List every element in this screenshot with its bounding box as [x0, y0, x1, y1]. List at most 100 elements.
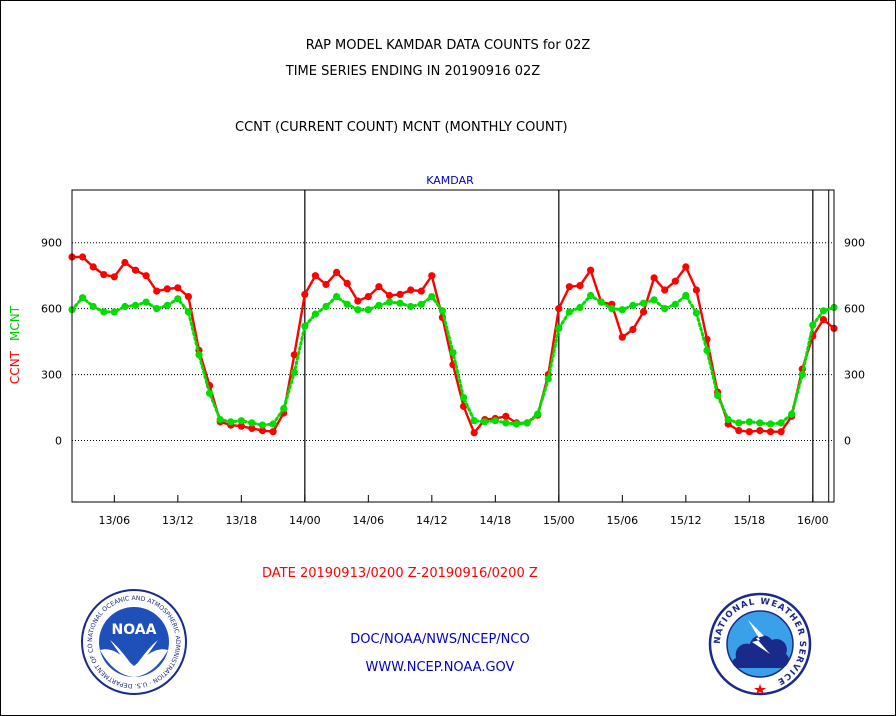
xtick-label-15/00: 15/00: [543, 514, 575, 527]
point-mcnt: [724, 416, 732, 424]
point-ccnt: [470, 429, 478, 437]
point-ccnt: [311, 272, 319, 280]
point-mcnt: [89, 302, 97, 311]
point-mcnt: [502, 419, 510, 427]
xtick-label-13/18: 13/18: [225, 514, 257, 527]
point-mcnt: [396, 299, 404, 307]
xtick-label-15/12: 15/12: [670, 514, 702, 527]
point-mcnt: [184, 308, 192, 316]
point-mcnt: [682, 291, 690, 300]
point-mcnt: [110, 308, 118, 316]
xtick-label-13/06: 13/06: [98, 514, 130, 527]
noaa-logo-text: NOAA: [112, 622, 157, 638]
point-mcnt: [608, 305, 616, 313]
point-ccnt: [385, 291, 394, 300]
point-ccnt: [745, 428, 753, 436]
y-axis-label-ccnt: CCNT: [8, 350, 22, 384]
point-mcnt: [354, 306, 362, 314]
point-mcnt: [597, 298, 605, 306]
org-label: DOC/NOAA/NWS/NCEP/NCO: [350, 632, 530, 647]
point-mcnt: [227, 418, 235, 426]
point-ccnt: [777, 428, 785, 436]
point-mcnt: [375, 301, 383, 309]
chart-subtitle: CCNT (CURRENT COUNT) MCNT (MONTHLY COUNT…: [235, 120, 568, 135]
x-axis-ticks: 13/06 13/12 13/18 14/00 14/06 14/12 14/18 15/00…: [98, 495, 829, 527]
point-ccnt: [110, 273, 118, 281]
point-mcnt: [745, 418, 753, 426]
point-ccnt: [354, 297, 362, 305]
point-ccnt: [396, 290, 404, 298]
point-mcnt: [100, 308, 108, 316]
point-mcnt: [311, 310, 319, 318]
point-mcnt: [79, 294, 87, 302]
point-ccnt: [333, 268, 341, 276]
point-mcnt: [343, 300, 351, 308]
point-mcnt: [258, 421, 267, 429]
point-mcnt: [449, 349, 457, 357]
point-mcnt: [364, 306, 372, 314]
point-ccnt: [79, 253, 87, 261]
point-mcnt: [428, 293, 436, 301]
point-ccnt: [735, 427, 743, 435]
point-mcnt: [523, 419, 531, 427]
point-mcnt: [819, 307, 828, 315]
point-mcnt: [248, 419, 256, 427]
point-mcnt: [195, 351, 203, 359]
point-ccnt: [618, 333, 626, 341]
xtick-label-13/12: 13/12: [162, 514, 194, 527]
xtick-label-15/06: 15/06: [606, 514, 638, 527]
website-label: WWW.NCEP.NOAA.GOV: [365, 660, 515, 675]
point-ccnt: [163, 285, 171, 293]
point-ccnt: [417, 287, 425, 295]
point-ccnt: [692, 286, 701, 294]
point-ccnt: [290, 351, 298, 359]
point-ccnt: [766, 428, 775, 436]
point-ccnt: [661, 286, 669, 294]
nws-logo: NATIONAL WEATHER SERVICE: [708, 592, 812, 696]
point-mcnt: [703, 346, 711, 354]
plot-border: [71, 189, 835, 503]
point-mcnt: [290, 368, 298, 376]
point-ccnt: [258, 427, 267, 435]
series-line-ccnt: [70, 255, 836, 436]
ytick-label-right: 300: [844, 369, 865, 382]
point-ccnt: [682, 263, 690, 271]
point-ccnt: [100, 271, 108, 279]
ytick-label-right: 900: [844, 237, 865, 250]
point-mcnt: [491, 417, 499, 425]
point-mcnt: [512, 420, 521, 428]
point-ccnt: [565, 283, 574, 291]
point-mcnt: [269, 420, 277, 428]
point-ccnt: [153, 287, 161, 295]
point-ccnt: [131, 266, 140, 274]
point-mcnt: [153, 305, 161, 313]
point-ccnt: [502, 412, 510, 420]
point-ccnt: [428, 272, 436, 280]
point-mcnt: [671, 300, 679, 308]
point-mcnt: [417, 300, 425, 308]
plot-title: KAMDAR: [426, 174, 474, 187]
point-mcnt: [131, 301, 140, 309]
point-mcnt: [629, 301, 637, 309]
point-mcnt: [333, 293, 341, 301]
ytick-label-right: 0: [844, 434, 851, 447]
point-mcnt: [534, 410, 542, 418]
xtick-label-16/00: 16/00: [797, 514, 829, 527]
point-mcnt: [142, 298, 150, 306]
noaa-logo: NOAA NATIONAL OCEANIC AND ATMOSPHERIC AD…: [80, 588, 187, 695]
xtick-label-14/12: 14/12: [416, 514, 448, 527]
day-boundary-lines: [304, 190, 830, 502]
point-mcnt: [121, 302, 129, 311]
point-ccnt: [322, 280, 330, 289]
ytick-label-left: 900: [41, 237, 62, 250]
point-mcnt: [174, 295, 182, 303]
point-mcnt: [618, 306, 626, 314]
point-ccnt: [756, 427, 764, 435]
xtick-label-14/18: 14/18: [479, 514, 511, 527]
point-mcnt: [650, 296, 658, 304]
point-ccnt: [237, 422, 245, 430]
point-mcnt: [714, 391, 722, 399]
point-mcnt: [692, 309, 701, 317]
point-mcnt: [322, 302, 330, 311]
